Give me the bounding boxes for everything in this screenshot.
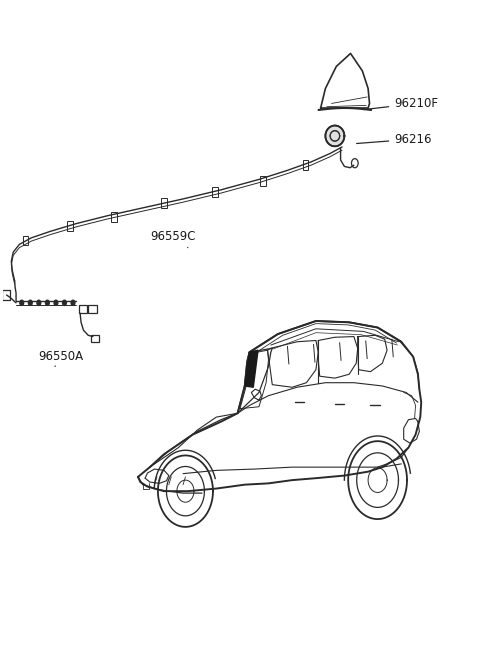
Bar xyxy=(260,176,265,185)
Circle shape xyxy=(28,300,32,305)
Bar xyxy=(213,187,218,196)
Bar xyxy=(302,160,308,170)
Text: 96216: 96216 xyxy=(357,133,432,145)
Circle shape xyxy=(37,300,41,305)
Bar xyxy=(88,305,96,313)
Bar xyxy=(67,221,73,231)
Ellipse shape xyxy=(325,126,344,146)
Bar xyxy=(92,335,99,342)
Bar xyxy=(79,305,87,313)
Circle shape xyxy=(71,300,75,305)
Bar xyxy=(2,290,11,300)
Bar xyxy=(111,212,117,222)
Circle shape xyxy=(46,300,49,305)
Bar xyxy=(23,236,28,246)
Circle shape xyxy=(20,300,24,305)
Circle shape xyxy=(62,300,66,305)
Text: 96550A: 96550A xyxy=(38,350,84,366)
Bar xyxy=(161,198,167,208)
Text: 96210F: 96210F xyxy=(364,97,438,110)
Circle shape xyxy=(54,300,58,305)
Text: 96559C: 96559C xyxy=(150,230,195,248)
Polygon shape xyxy=(245,350,258,387)
